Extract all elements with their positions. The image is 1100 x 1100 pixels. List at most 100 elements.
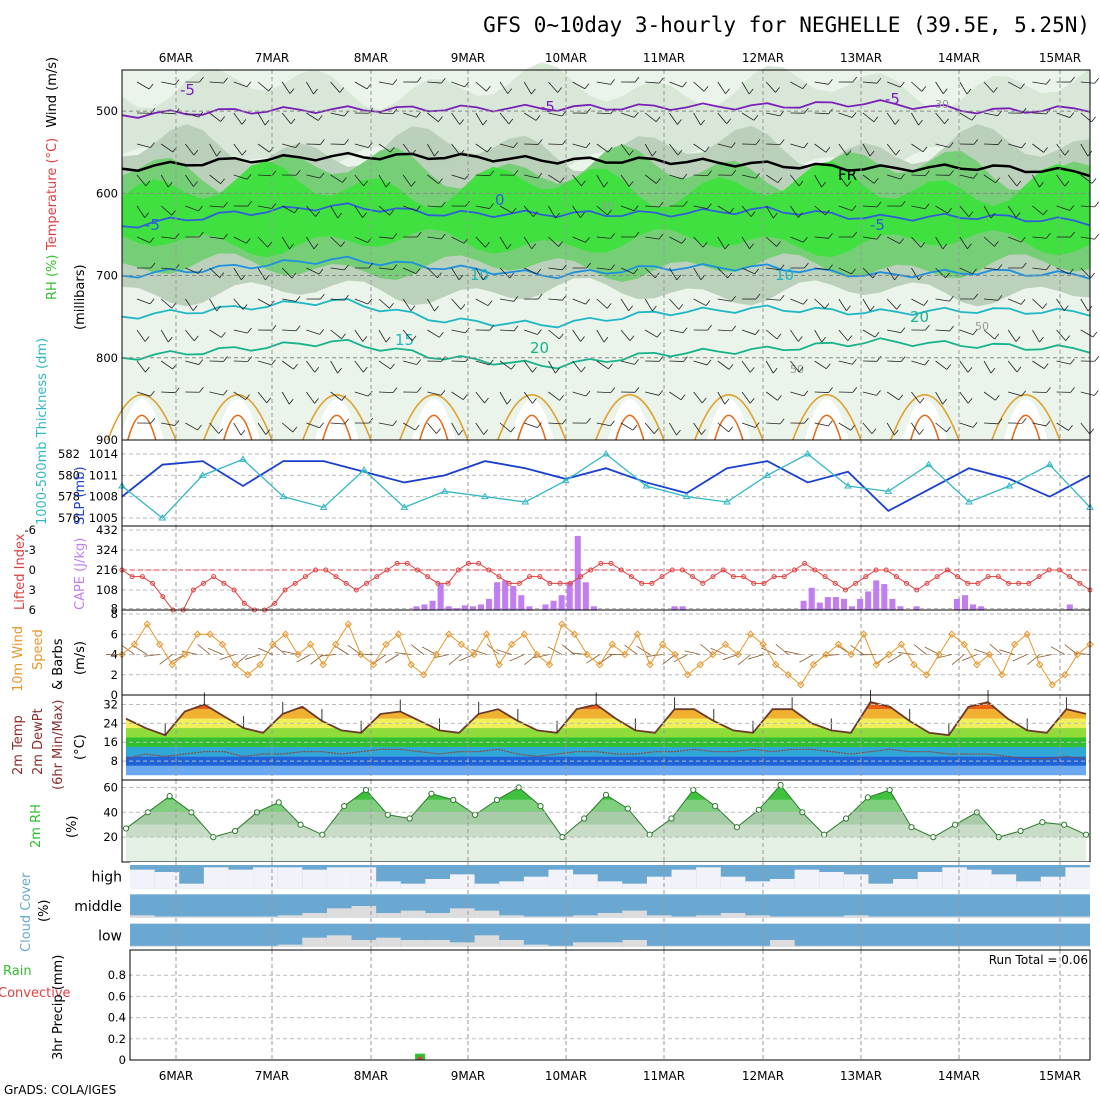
wind-barb <box>136 391 151 397</box>
wind-barb-flag <box>193 181 198 187</box>
wind10-barb-18 <box>334 645 349 655</box>
cape-bar-103 <box>953 598 960 610</box>
temp2m-panel: 8 16 24 32 <box>103 690 1091 781</box>
wind-barb-flag <box>561 264 567 271</box>
wind-barb-flag <box>265 429 271 435</box>
wind-barb-flag <box>1090 272 1095 279</box>
li-point-36 <box>486 567 492 573</box>
wind-barb <box>257 112 266 126</box>
wind10-barb-23 <box>395 652 412 655</box>
wind-barb <box>1008 143 1022 149</box>
wind-barb-flag <box>1042 303 1047 309</box>
li-point-19 <box>313 567 319 573</box>
temp2m-line1: 2m Temp <box>11 715 26 775</box>
wind-barb <box>185 174 194 187</box>
wind10-point-31 <box>508 640 516 649</box>
wind-barb <box>959 112 973 121</box>
upper-units-label: (millibars) <box>73 264 88 330</box>
wind-barb-flag <box>363 180 368 187</box>
wind-barb-flag <box>460 304 466 310</box>
wind-barb <box>765 360 774 374</box>
wind-barb <box>330 360 338 374</box>
temp-line <box>125 701 1087 737</box>
wind-barb-flag <box>726 118 732 125</box>
wind10-point-43 <box>658 640 667 649</box>
li-point-57 <box>700 580 706 586</box>
wind-barb <box>402 329 413 342</box>
wind-barb-flag <box>483 429 488 435</box>
wind-barb-flag <box>971 114 977 121</box>
wind-barb-flag <box>513 170 519 176</box>
wind-barb-flag <box>628 181 634 187</box>
wind-barb-flag <box>990 212 996 219</box>
wind-barb <box>499 391 508 405</box>
wind-barb-flag <box>459 119 464 125</box>
wind10-point-6 <box>193 630 202 638</box>
contour-label-0: -5 <box>180 81 195 99</box>
wind-barb-flag <box>777 177 783 183</box>
wind-barb <box>160 360 173 370</box>
wind-barb-flag <box>1039 336 1044 343</box>
wind-barb-flag <box>1021 417 1027 424</box>
wind-barb-flag <box>610 264 616 270</box>
wind-barb-flag <box>1069 358 1075 365</box>
wind-barb <box>330 329 342 340</box>
wind-barb <box>1032 298 1043 309</box>
wind-barb-flag <box>997 264 1003 270</box>
wind-barb-flag <box>337 212 343 219</box>
wind-barb-flag <box>942 398 947 405</box>
wind-barb-flag <box>1020 83 1025 89</box>
wind-barb-flag <box>1065 335 1071 341</box>
wind-barb <box>766 298 781 301</box>
wind10-point-13 <box>281 630 290 638</box>
wind-barb <box>233 143 243 156</box>
wind-barb-flag <box>171 209 177 216</box>
wind-barb <box>1032 329 1040 343</box>
wind-barb-flag <box>803 390 809 397</box>
contour-label-3: -5 <box>145 216 160 234</box>
wind10-point-5 <box>181 650 189 659</box>
wind-barb-flag <box>804 107 809 114</box>
li-point-12 <box>241 600 247 606</box>
wind-barb-flag <box>434 150 439 157</box>
bottom-date-15MAR: 15MAR <box>1039 1069 1081 1083</box>
wind10-barb-64 <box>913 644 927 655</box>
wind-barb-flag <box>922 146 928 153</box>
wind-barb-flag <box>167 181 173 188</box>
wind-barb <box>330 267 345 271</box>
cloud-cell-low-6 <box>277 944 303 947</box>
wind-barb <box>281 422 294 433</box>
wind-barb <box>669 236 683 244</box>
wind-barb <box>765 205 774 219</box>
cloud-cell-middle-12 <box>425 913 450 918</box>
thickness-point-14 <box>682 492 691 500</box>
li-point-83 <box>965 580 971 586</box>
wind-barb <box>330 81 341 93</box>
wind-barb <box>354 360 364 373</box>
li-point-49 <box>618 567 624 573</box>
cloud-cell-low-15 <box>499 940 524 947</box>
wind-barb-flag <box>531 243 537 250</box>
wind-barb <box>935 360 947 370</box>
wind-barb-flag <box>704 146 710 153</box>
wind-barb-flag <box>1015 336 1021 342</box>
wind-barb <box>693 236 704 248</box>
li-point-24 <box>364 580 370 586</box>
wind10-barb-24 <box>410 644 424 655</box>
wind-barb <box>548 205 556 219</box>
wind-barb-flag <box>846 305 851 312</box>
wind-barb-flag <box>441 201 446 208</box>
wind-barb <box>209 81 224 84</box>
wind-barb <box>838 112 853 118</box>
cloud-cell-middle-4 <box>228 916 254 918</box>
wind-barb <box>185 422 198 431</box>
wind-barb-flag <box>603 181 609 188</box>
wind-barb <box>378 422 393 427</box>
wind-barb <box>862 391 877 396</box>
wind-barb-flag <box>510 364 516 370</box>
cloud-cell-high-10 <box>376 881 401 889</box>
wind-barb-flag <box>313 243 319 250</box>
wind10-point-22 <box>394 630 403 638</box>
wind-barb-flag <box>315 211 320 217</box>
wind-barb-flag <box>610 387 616 393</box>
